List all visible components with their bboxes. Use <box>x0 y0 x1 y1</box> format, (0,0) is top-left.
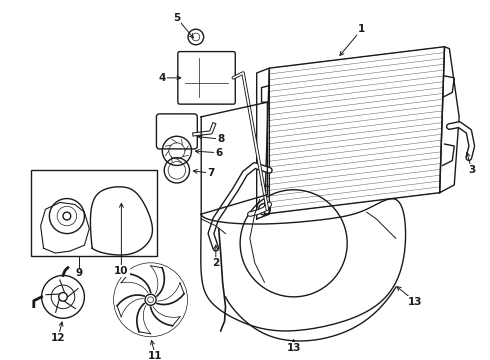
Text: 3: 3 <box>468 165 475 175</box>
Text: 13: 13 <box>408 297 422 307</box>
Text: 9: 9 <box>75 269 82 279</box>
Text: 13: 13 <box>287 343 301 354</box>
Text: 7: 7 <box>207 168 215 178</box>
Circle shape <box>259 203 270 215</box>
Text: 4: 4 <box>159 73 166 83</box>
Circle shape <box>145 294 156 305</box>
Text: 2: 2 <box>212 258 220 268</box>
Bar <box>31 170 157 256</box>
Text: 8: 8 <box>217 134 224 144</box>
Text: 12: 12 <box>51 333 65 343</box>
Text: 1: 1 <box>358 24 366 34</box>
Text: 5: 5 <box>173 13 180 23</box>
Text: 6: 6 <box>215 148 222 158</box>
Text: 11: 11 <box>148 351 163 360</box>
Text: 10: 10 <box>114 266 129 275</box>
Circle shape <box>188 29 204 45</box>
